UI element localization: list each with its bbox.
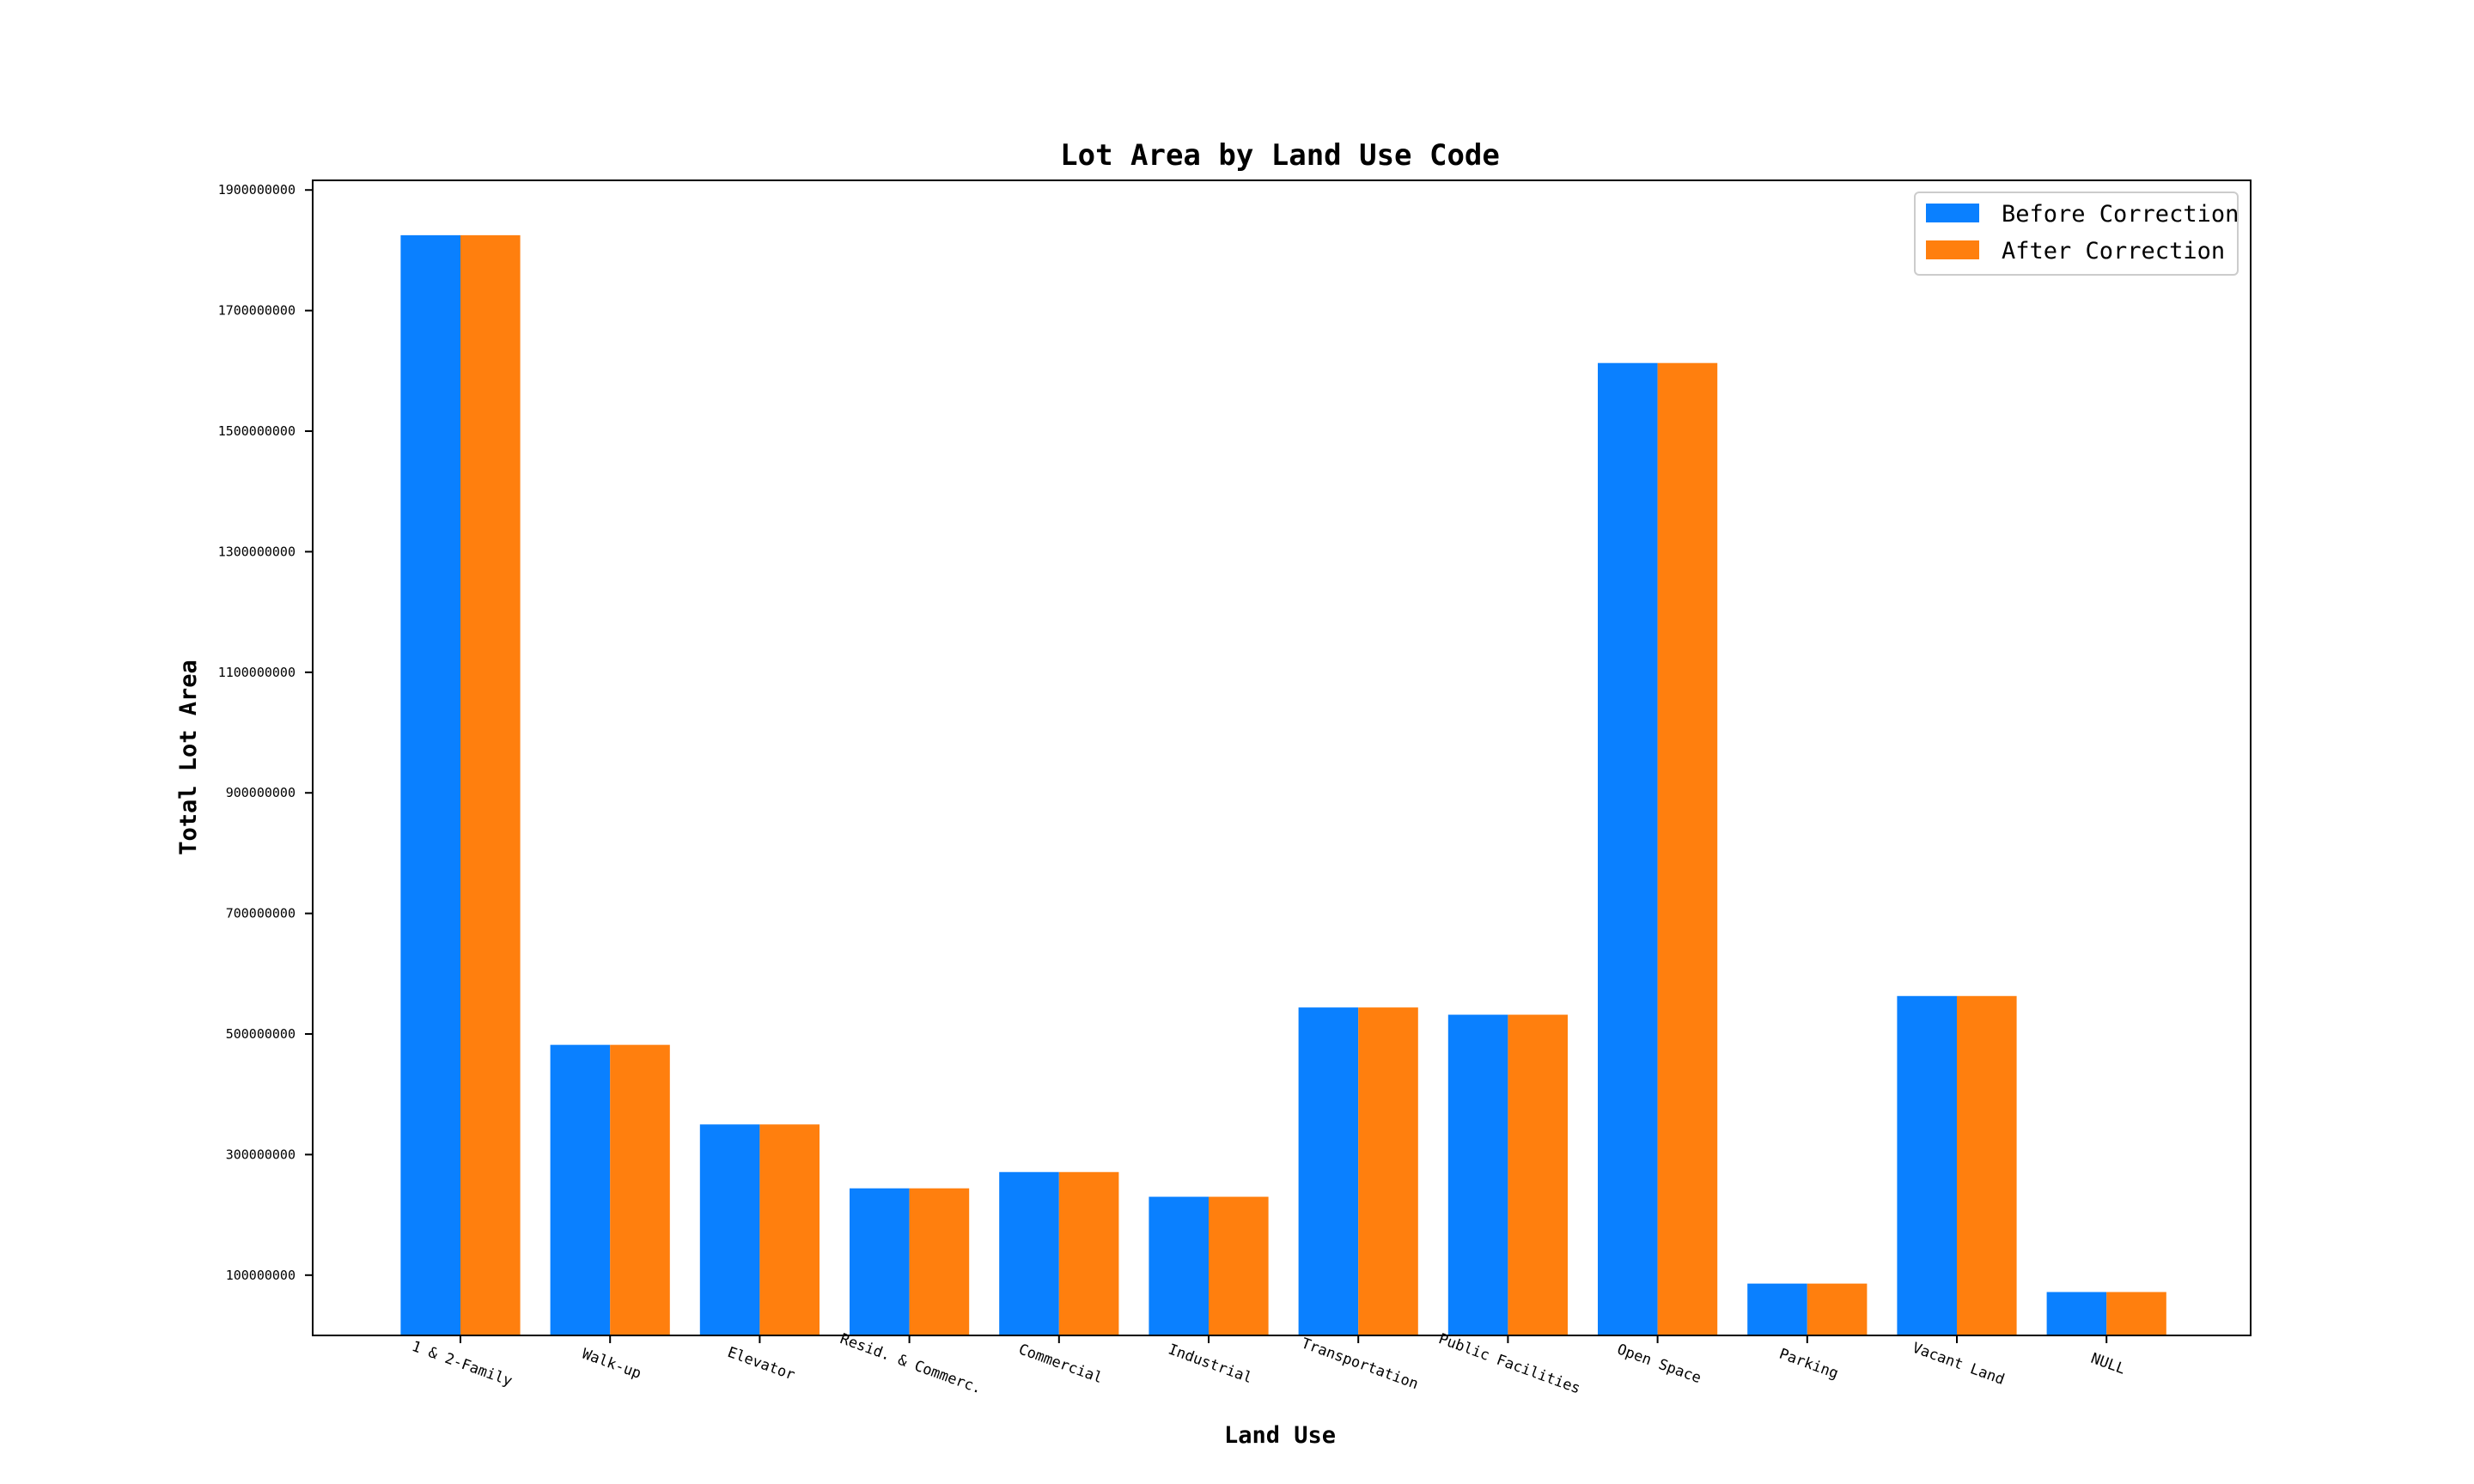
legend-label-before: Before Correction [2002,201,2239,228]
bar-after-5 [1209,1196,1269,1335]
bar-before-0 [400,234,460,1335]
bar-after-10 [1957,995,2017,1335]
y-tick-label: 1100000000 [218,665,296,680]
bars-layer [400,234,2166,1335]
y-tick-label: 1700000000 [218,303,296,319]
x-tick-label: Open Space [1615,1341,1703,1387]
bar-after-11 [2106,1292,2166,1335]
x-axis-label: Land Use [1224,1422,1336,1449]
bar-before-5 [1149,1196,1209,1335]
y-tick-label: 1900000000 [218,182,296,198]
bar-before-3 [850,1188,910,1335]
y-tick-label: 700000000 [226,906,296,921]
y-tick-label: 300000000 [226,1146,296,1162]
x-tick-label: Parking [1776,1346,1840,1383]
x-tick-label: 1 & 2-Family [410,1338,515,1390]
bar-before-1 [550,1044,611,1335]
y-tick-label: 1300000000 [218,544,296,559]
x-tick-label: NULL [2088,1350,2127,1378]
legend-label-after: After Correction [2002,238,2225,265]
y-tick-label: 500000000 [226,1026,296,1042]
bar-after-2 [759,1124,820,1335]
bar-before-4 [999,1171,1059,1335]
y-tick-label: 900000000 [226,785,296,800]
bar-before-6 [1298,1007,1359,1335]
y-axis: 100000000 300000000 500000000 700000000 9000… [218,182,313,1283]
x-tick-label: Transportation [1299,1335,1420,1393]
legend-swatch-before [1926,204,1979,222]
x-tick-label: Public Facilities [1436,1330,1582,1397]
bar-before-11 [2046,1292,2107,1335]
x-tick-label: Walk-up [580,1346,643,1383]
bar-after-9 [1807,1283,1868,1335]
x-tick-label: Elevator [725,1344,797,1384]
x-tick-label: Resid. & Commerc. [838,1330,984,1397]
bar-before-2 [699,1124,760,1335]
bar-before-8 [1598,362,1658,1335]
legend: Before Correction After Correction [1914,192,2239,276]
bar-before-10 [1897,995,1957,1335]
y-tick-label: 100000000 [226,1268,296,1283]
x-axis: 1 & 2-Family Walk-up Elevator Resid. & Comm… [410,1330,2128,1397]
chart-title: Lot Area by Land Use Code [1060,138,1500,173]
bar-after-1 [610,1044,670,1335]
bar-after-3 [909,1188,970,1335]
bar-after-8 [1657,362,1718,1335]
y-tick-label: 1500000000 [218,423,296,439]
bar-after-7 [1508,1014,1568,1335]
bar-after-6 [1358,1007,1418,1335]
legend-swatch-after [1926,240,1979,259]
bar-before-7 [1447,1014,1508,1335]
y-axis-label: Total Lot Area [175,660,202,855]
x-tick-label: Commercial [1016,1341,1105,1387]
bar-after-0 [460,234,521,1335]
bar-before-9 [1747,1283,1807,1335]
x-tick-label: Industrial [1166,1341,1254,1387]
x-tick-label: Vacant Land [1910,1340,2007,1389]
plot-frame [312,179,2252,1336]
legend-box [1914,192,2239,276]
bar-after-4 [1058,1171,1119,1335]
